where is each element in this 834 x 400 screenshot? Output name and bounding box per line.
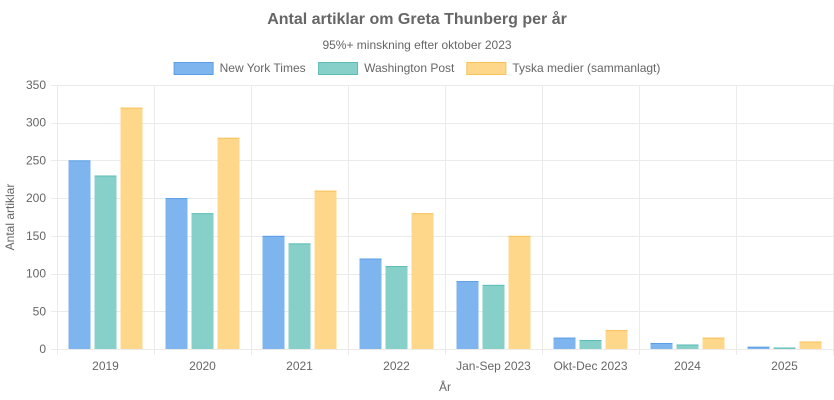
bar: [385, 266, 408, 349]
bar: [262, 235, 285, 349]
bar: [676, 344, 699, 349]
x-tick-label: Jan-Sep 2023: [456, 359, 531, 373]
legend-swatch: [466, 62, 507, 75]
x-tick-label: 2024: [674, 359, 701, 373]
bars: [68, 107, 822, 349]
bar: [579, 339, 602, 349]
bar: [217, 137, 240, 349]
legend-item[interactable]: Washington Post: [318, 61, 455, 75]
x-axis-title: År: [439, 379, 451, 394]
legend-item[interactable]: Tyska medier (sammanlagt): [466, 61, 661, 75]
y-tick-label: 0: [39, 342, 46, 356]
bar: [120, 107, 143, 349]
y-tick-label: 250: [26, 153, 46, 167]
bar: [747, 346, 770, 349]
y-tick-label: 350: [26, 78, 46, 92]
bar: [94, 175, 117, 349]
x-tick-label: Okt-Dec 2023: [553, 359, 627, 373]
bar: [482, 284, 505, 349]
y-tick-label: 50: [33, 304, 47, 318]
legend: New York Times Washington Post Tyska medie…: [173, 61, 661, 75]
bar: [288, 243, 311, 349]
y-tick-label: 100: [26, 267, 46, 281]
chart-subtitle: 95%+ minskning efter oktober 2023: [322, 38, 511, 52]
bar: [191, 213, 214, 349]
x-tick-label: 2025: [771, 359, 798, 373]
bar: [650, 342, 673, 349]
legend-label: Washington Post: [364, 61, 455, 75]
bar: [605, 330, 628, 349]
y-tick-label: 300: [26, 116, 46, 130]
legend-label: Tyska medier (sammanlagt): [512, 61, 660, 75]
bar: [553, 337, 576, 349]
x-axis-ticks: 2019 2020 2021 2022 Jan-Sep 2023 Okt-Dec 2023…: [92, 359, 798, 373]
bar: [314, 190, 337, 349]
bar: [702, 337, 725, 349]
bar: [799, 341, 822, 349]
legend-label: New York Times: [220, 61, 306, 75]
bar: [456, 281, 479, 349]
series-1: [94, 175, 796, 349]
bar: [359, 258, 382, 349]
bar: [165, 198, 188, 349]
legend-swatch: [173, 62, 214, 75]
y-axis-ticks: 0 50 100 150 200 250 300 350: [26, 78, 46, 356]
bar: [68, 160, 91, 349]
series-2: [120, 107, 822, 349]
bar: [411, 213, 434, 349]
x-tick-label: 2019: [92, 359, 119, 373]
y-tick-label: 150: [26, 229, 46, 243]
y-tick-label: 200: [26, 191, 46, 205]
bar: [508, 235, 531, 349]
y-axis-title: Antal artiklar: [3, 184, 17, 251]
x-tick-label: 2021: [286, 359, 313, 373]
chart-title: Antal artiklar om Greta Thunberg per år: [267, 10, 567, 28]
legend-swatch: [318, 62, 359, 75]
x-tick-label: 2022: [383, 359, 410, 373]
legend-item[interactable]: New York Times: [173, 61, 306, 75]
x-tick-label: 2020: [189, 359, 216, 373]
series-0: [68, 160, 770, 349]
